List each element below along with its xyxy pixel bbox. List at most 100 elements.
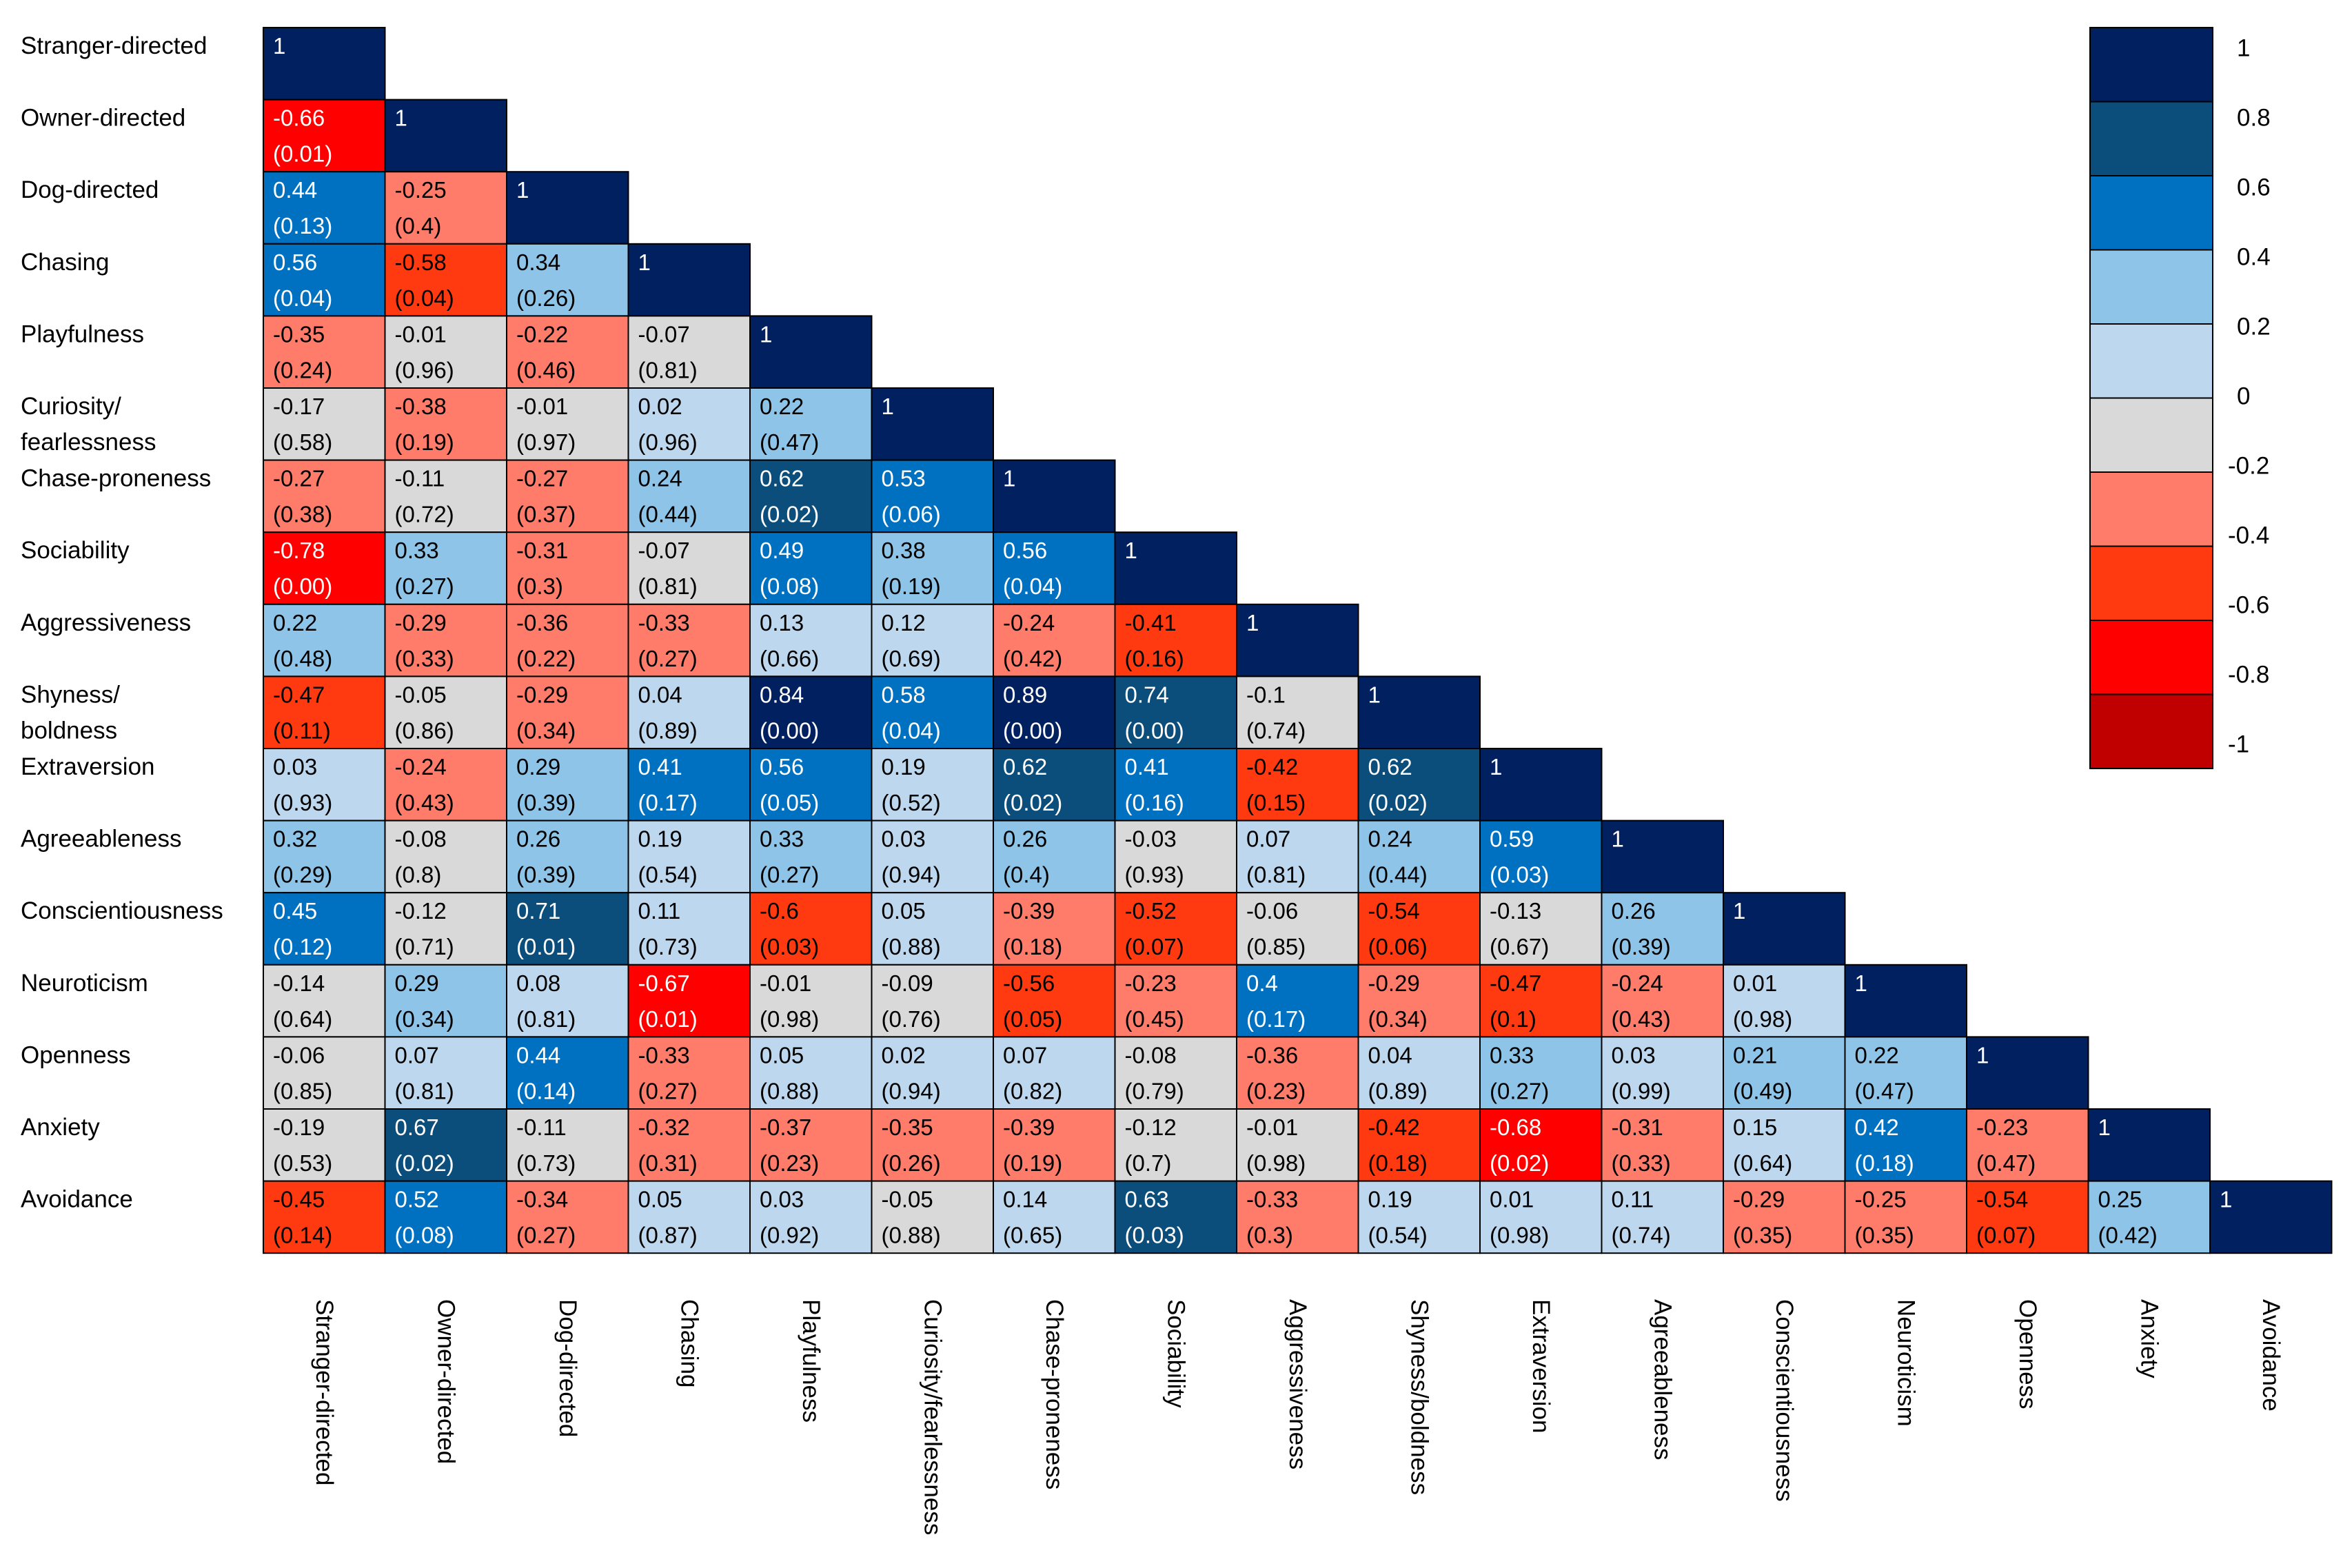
legend-swatch — [2089, 101, 2213, 176]
cell-p-value: (0.88) — [882, 934, 941, 959]
cell-correlation: -0.03 — [1125, 826, 1177, 852]
cell-correlation: 0.22 — [273, 610, 317, 635]
cell-correlation: 0.11 — [638, 898, 681, 924]
cell-fill — [1601, 819, 1724, 894]
cell-fill — [1357, 1108, 1481, 1182]
cell-fill — [263, 748, 386, 822]
cell-p-value: (0.98) — [1246, 1150, 1306, 1176]
heatmap-cell: 1 — [993, 459, 1116, 533]
cell-fill — [263, 819, 386, 894]
cell-p-value: (0.16) — [1125, 646, 1184, 671]
cell-correlation: -0.27 — [516, 466, 568, 491]
cell-fill — [627, 387, 751, 461]
cell-p-value: (0.27) — [395, 573, 454, 599]
cell-p-value: (0.02) — [1003, 790, 1062, 815]
heatmap-cell: -0.07 (0.81) — [627, 531, 751, 605]
heatmap-cell: 1 — [749, 315, 873, 389]
cell-correlation: 0.02 — [638, 394, 682, 419]
legend-label: -0.6 — [2228, 592, 2269, 619]
heatmap-cell: -0.25 (0.35) — [1844, 1180, 1967, 1254]
cell-fill — [1114, 1108, 1237, 1182]
heatmap-cell: -0.09 (0.76) — [871, 964, 994, 1038]
legend-label: 0 — [2237, 383, 2250, 410]
heatmap-cell: -0.56 (0.05) — [993, 964, 1116, 1038]
cell-correlation: 0.33 — [1490, 1042, 1534, 1068]
heatmap-cell: -0.33 (0.27) — [627, 1036, 751, 1110]
cell-correlation: -0.23 — [1976, 1114, 2028, 1140]
heatmap-cell: -0.54 (0.06) — [1357, 892, 1481, 966]
cell-fill — [1844, 1180, 1967, 1254]
cell-fill — [1357, 675, 1481, 750]
cell-correlation: 0.03 — [882, 826, 926, 852]
cell-p-value: (0.99) — [1612, 1078, 1671, 1103]
cell-p-value: (0.94) — [882, 1078, 941, 1103]
cell-correlation: -0.24 — [1612, 970, 1663, 996]
cell-p-value: (0.11) — [273, 717, 331, 743]
heatmap-cell: 0.26 (0.39) — [506, 819, 629, 894]
cell-p-value: (0.24) — [273, 357, 332, 383]
heatmap-cell: -0.12 (0.7) — [1114, 1108, 1237, 1182]
cell-fill — [1479, 1108, 1603, 1182]
heatmap-cell: 0.19 (0.54) — [627, 819, 751, 894]
cell-fill — [384, 243, 507, 317]
cell-fill — [993, 819, 1116, 894]
heatmap-cell: 0.05 (0.88) — [871, 892, 994, 966]
heatmap-cell: 0.34 (0.26) — [506, 243, 629, 317]
cell-fill — [1236, 748, 1359, 822]
cell-p-value: (0.23) — [760, 1150, 819, 1176]
heatmap-cell: 0.41 (0.16) — [1114, 748, 1237, 822]
cell-p-value: (0.26) — [882, 1150, 941, 1176]
heatmap-cell: -0.24 (0.43) — [384, 748, 507, 822]
cell-correlation: 0.29 — [395, 970, 439, 996]
heatmap-cell: -0.06 (0.85) — [263, 1036, 386, 1110]
cell-fill — [1723, 1036, 1846, 1110]
cell-fill — [1357, 819, 1481, 894]
heatmap-cell: 0.03 (0.94) — [871, 819, 994, 894]
heatmap-cell: 0.03 (0.99) — [1601, 1036, 1724, 1110]
col-label-extraversion: Extraversion — [1528, 1299, 1554, 1434]
heatmap-cell: 0.42 (0.18) — [1844, 1108, 1967, 1182]
heatmap-cell: 0.45 (0.12) — [263, 892, 386, 966]
cell-p-value: (0.82) — [1003, 1078, 1062, 1103]
cell-fill — [506, 387, 629, 461]
cell-p-value: (0.39) — [516, 790, 576, 815]
cell-p-value: (0.39) — [1612, 934, 1671, 959]
row-label-sociability: Sociability — [21, 537, 130, 564]
heatmap-cell: 1 — [384, 99, 507, 173]
cell-correlation: -0.08 — [1125, 1042, 1177, 1068]
cell-correlation: 1 — [1612, 826, 1624, 852]
cell-fill — [627, 1108, 751, 1182]
cell-fill — [871, 748, 994, 822]
heatmap-cell: 0.53 (0.06) — [871, 459, 994, 533]
cell-p-value: (0.34) — [395, 1006, 454, 1032]
cell-correlation: -0.12 — [395, 898, 447, 924]
heatmap-cell: -0.37 (0.23) — [749, 1108, 873, 1182]
row-label-curiosity-fearlessness: Curiosity/fearlessness — [21, 393, 156, 456]
cell-fill — [871, 1108, 994, 1182]
cell-fill — [871, 459, 994, 533]
heatmap-cell: 0.59 (0.03) — [1479, 819, 1603, 894]
cell-correlation: 0.34 — [516, 250, 560, 275]
cell-p-value: (0.04) — [273, 285, 332, 311]
cell-correlation: -0.22 — [516, 321, 568, 347]
cell-correlation: 0.53 — [882, 466, 926, 491]
heatmap-cell: 0.22 (0.47) — [1844, 1036, 1967, 1110]
cell-p-value: (0.43) — [395, 790, 454, 815]
cell-correlation: -0.38 — [395, 394, 447, 419]
legend-label: 0.8 — [2237, 105, 2271, 132]
heatmap-cell: -0.03 (0.93) — [1114, 819, 1237, 894]
heatmap-cell: 0.56 (0.05) — [749, 748, 873, 822]
cell-p-value: (0.18) — [1003, 934, 1062, 959]
cell-fill — [2209, 1180, 2333, 1254]
row-label-chase-proneness: Chase-proneness — [21, 465, 211, 492]
cell-fill — [384, 603, 507, 678]
heatmap-cell: -0.25 (0.4) — [384, 171, 507, 245]
cell-p-value: (0.47) — [760, 429, 819, 455]
cell-correlation: -0.35 — [273, 321, 325, 347]
cell-p-value: (0.01) — [638, 1006, 698, 1032]
heatmap-cell: -0.67 (0.01) — [627, 964, 751, 1038]
cell-correlation: 0.03 — [273, 754, 317, 780]
cell-fill — [1114, 675, 1237, 750]
cell-p-value: (0.27) — [638, 1078, 698, 1103]
cell-correlation: -0.05 — [882, 1187, 933, 1212]
